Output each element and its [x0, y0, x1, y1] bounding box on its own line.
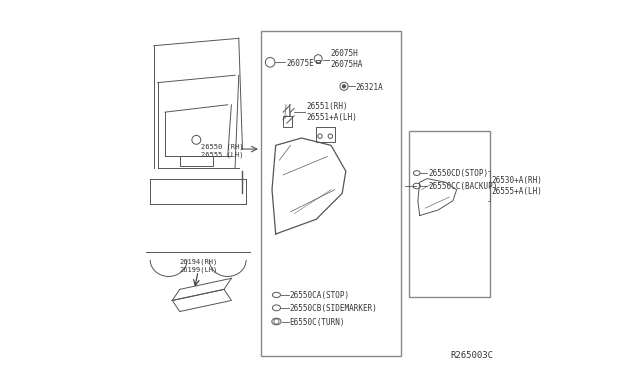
- Text: 26321A: 26321A: [356, 83, 383, 92]
- Circle shape: [342, 85, 346, 88]
- Text: 26551(RH)
26551+A(LH): 26551(RH) 26551+A(LH): [306, 102, 357, 122]
- Text: 26550CA(STOP): 26550CA(STOP): [290, 291, 350, 300]
- Text: 26550CD(STOP): 26550CD(STOP): [428, 169, 488, 178]
- Bar: [316, 127, 335, 142]
- Text: 26194(RH)
26199(LH): 26194(RH) 26199(LH): [179, 259, 218, 273]
- Text: 26550 (RH)
26555 (LH): 26550 (RH) 26555 (LH): [201, 144, 243, 158]
- Text: 26550CB(SIDEMARKER): 26550CB(SIDEMARKER): [290, 304, 378, 313]
- Text: R265003C: R265003C: [451, 350, 493, 359]
- Text: 26530+A(RH)
26555+A(LH): 26530+A(RH) 26555+A(LH): [491, 176, 542, 196]
- Text: E6550C(TURN): E6550C(TURN): [290, 318, 345, 327]
- Bar: [180, 157, 213, 166]
- Text: 26075H
26075HA: 26075H 26075HA: [330, 49, 362, 70]
- Bar: [283, 116, 292, 127]
- Text: 26550CC(BACKUP): 26550CC(BACKUP): [428, 182, 497, 191]
- Bar: [408, 131, 490, 297]
- Bar: [261, 31, 401, 356]
- Text: 26075E: 26075E: [286, 58, 314, 68]
